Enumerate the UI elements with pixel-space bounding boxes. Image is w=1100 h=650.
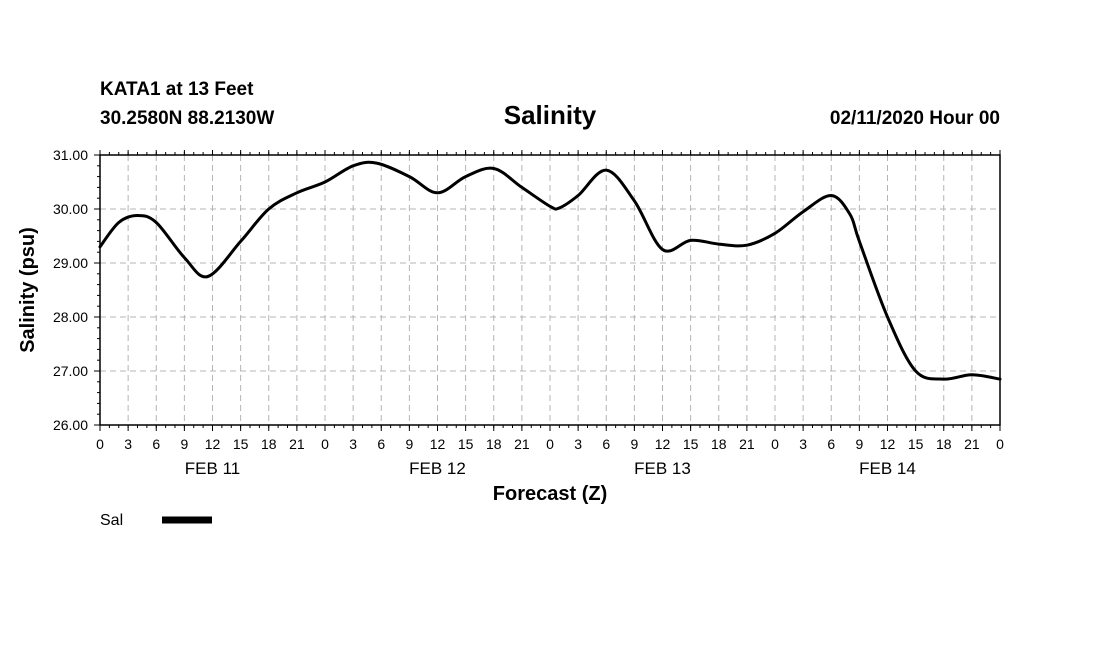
x-tick-label: 18 [261, 436, 277, 452]
x-tick-label: 12 [880, 436, 896, 452]
coordinates-label: 30.2580N 88.2130W [100, 108, 274, 129]
plot-frame [99, 154, 1001, 426]
x-tick-label: 18 [936, 436, 952, 452]
x-tick-label: 21 [514, 436, 530, 452]
data-point [493, 168, 494, 169]
x-tick-label: 6 [827, 436, 835, 452]
data-point [465, 176, 466, 177]
x-axis-label: Forecast (Z) [493, 483, 607, 505]
x-tick-label: 18 [711, 436, 727, 452]
x-tick-label: 15 [908, 436, 924, 452]
x-tick-label: 9 [405, 436, 413, 452]
x-tick-label: 12 [205, 436, 221, 452]
data-point [634, 200, 635, 201]
x-tick-label: 6 [602, 436, 610, 452]
x-tick-label: 21 [289, 436, 305, 452]
chart-title: Salinity [504, 100, 597, 130]
data-point [662, 249, 663, 250]
x-tick-label: 21 [964, 436, 980, 452]
data-point [887, 317, 888, 318]
x-tick-label: 21 [739, 436, 755, 452]
data-point [775, 233, 776, 234]
x-tick-label: 3 [349, 436, 357, 452]
y-tick-label: 30.00 [53, 201, 88, 217]
series-group [98, 160, 1002, 381]
x-tick-label: 9 [630, 436, 638, 452]
x-tick-label: 18 [486, 436, 502, 452]
y-tick-label: 26.00 [53, 417, 88, 433]
data-point [943, 379, 944, 380]
y-tick-label: 28.00 [53, 309, 88, 325]
x-tick-label: 0 [321, 436, 329, 452]
data-point [137, 215, 138, 216]
grid-lines [99, 154, 1001, 426]
data-point [184, 257, 185, 258]
data-point [118, 222, 119, 223]
data-point [831, 195, 832, 196]
x-tick-label: 0 [546, 436, 554, 452]
y-tick-label: 27.00 [53, 363, 88, 379]
x-tick-label: 0 [96, 436, 104, 452]
data-point [606, 170, 607, 171]
series-line-sal [98, 160, 1002, 381]
y-axis-label: Salinity (psu) [17, 227, 39, 353]
data-point [578, 195, 579, 196]
date-label: 02/11/2020 Hour 00 [830, 108, 1000, 129]
x-tick-label: 3 [574, 436, 582, 452]
data-point [376, 163, 377, 164]
data-point [156, 222, 157, 223]
data-point [353, 165, 354, 166]
day-label: FEB 12 [409, 459, 466, 478]
x-tick-label: 15 [458, 436, 474, 452]
x-tick-label: 6 [377, 436, 385, 452]
data-point [859, 241, 860, 242]
day-label: FEB 13 [634, 459, 691, 478]
data-point [296, 192, 297, 193]
data-point [240, 241, 241, 242]
x-tick-label: 9 [180, 436, 188, 452]
data-point [803, 211, 804, 212]
x-tick-label: 12 [430, 436, 446, 452]
station-label: KATA1 at 13 Feet [100, 79, 254, 100]
data-point [718, 244, 719, 245]
x-tick-label: 15 [233, 436, 249, 452]
data-point [971, 374, 972, 375]
x-tick-label: 12 [655, 436, 671, 452]
data-point [325, 182, 326, 183]
day-label: FEB 14 [859, 459, 916, 478]
data-point [850, 214, 851, 215]
data-point [409, 176, 410, 177]
x-tick-label: 0 [771, 436, 779, 452]
y-axis-ticks: 26.00 27.00 28.00 29.00 30.00 31.00 [53, 147, 100, 433]
data-point [690, 240, 691, 241]
x-tick-label: 0 [996, 436, 1004, 452]
x-tick-label: 3 [799, 436, 807, 452]
data-point [268, 209, 269, 210]
data-point [521, 187, 522, 188]
day-label: FEB 11 [185, 459, 240, 478]
data-point [559, 207, 560, 208]
data-point [550, 206, 551, 207]
x-tick-label: 9 [855, 436, 863, 452]
y-tick-label: 31.00 [53, 147, 88, 163]
x-tick-label: 3 [124, 436, 132, 452]
legend-label: Sal [100, 512, 123, 529]
x-tick-label: 15 [683, 436, 699, 452]
x-tick-label: 6 [152, 436, 160, 452]
day-labels: FEB 11 FEB 12 FEB 13 FEB 14 [185, 459, 916, 478]
x-axis-ticks: 0 3 6 9 12 15 18 21 0 3 6 9 12 15 18 21 0 3 6 9 12 15 18 21 0 3 6 9… [96, 150, 1004, 452]
data-point [746, 245, 747, 246]
y-tick-label: 29.00 [53, 255, 88, 271]
data-point [915, 371, 916, 372]
data-point [437, 192, 438, 193]
data-point [207, 276, 208, 277]
